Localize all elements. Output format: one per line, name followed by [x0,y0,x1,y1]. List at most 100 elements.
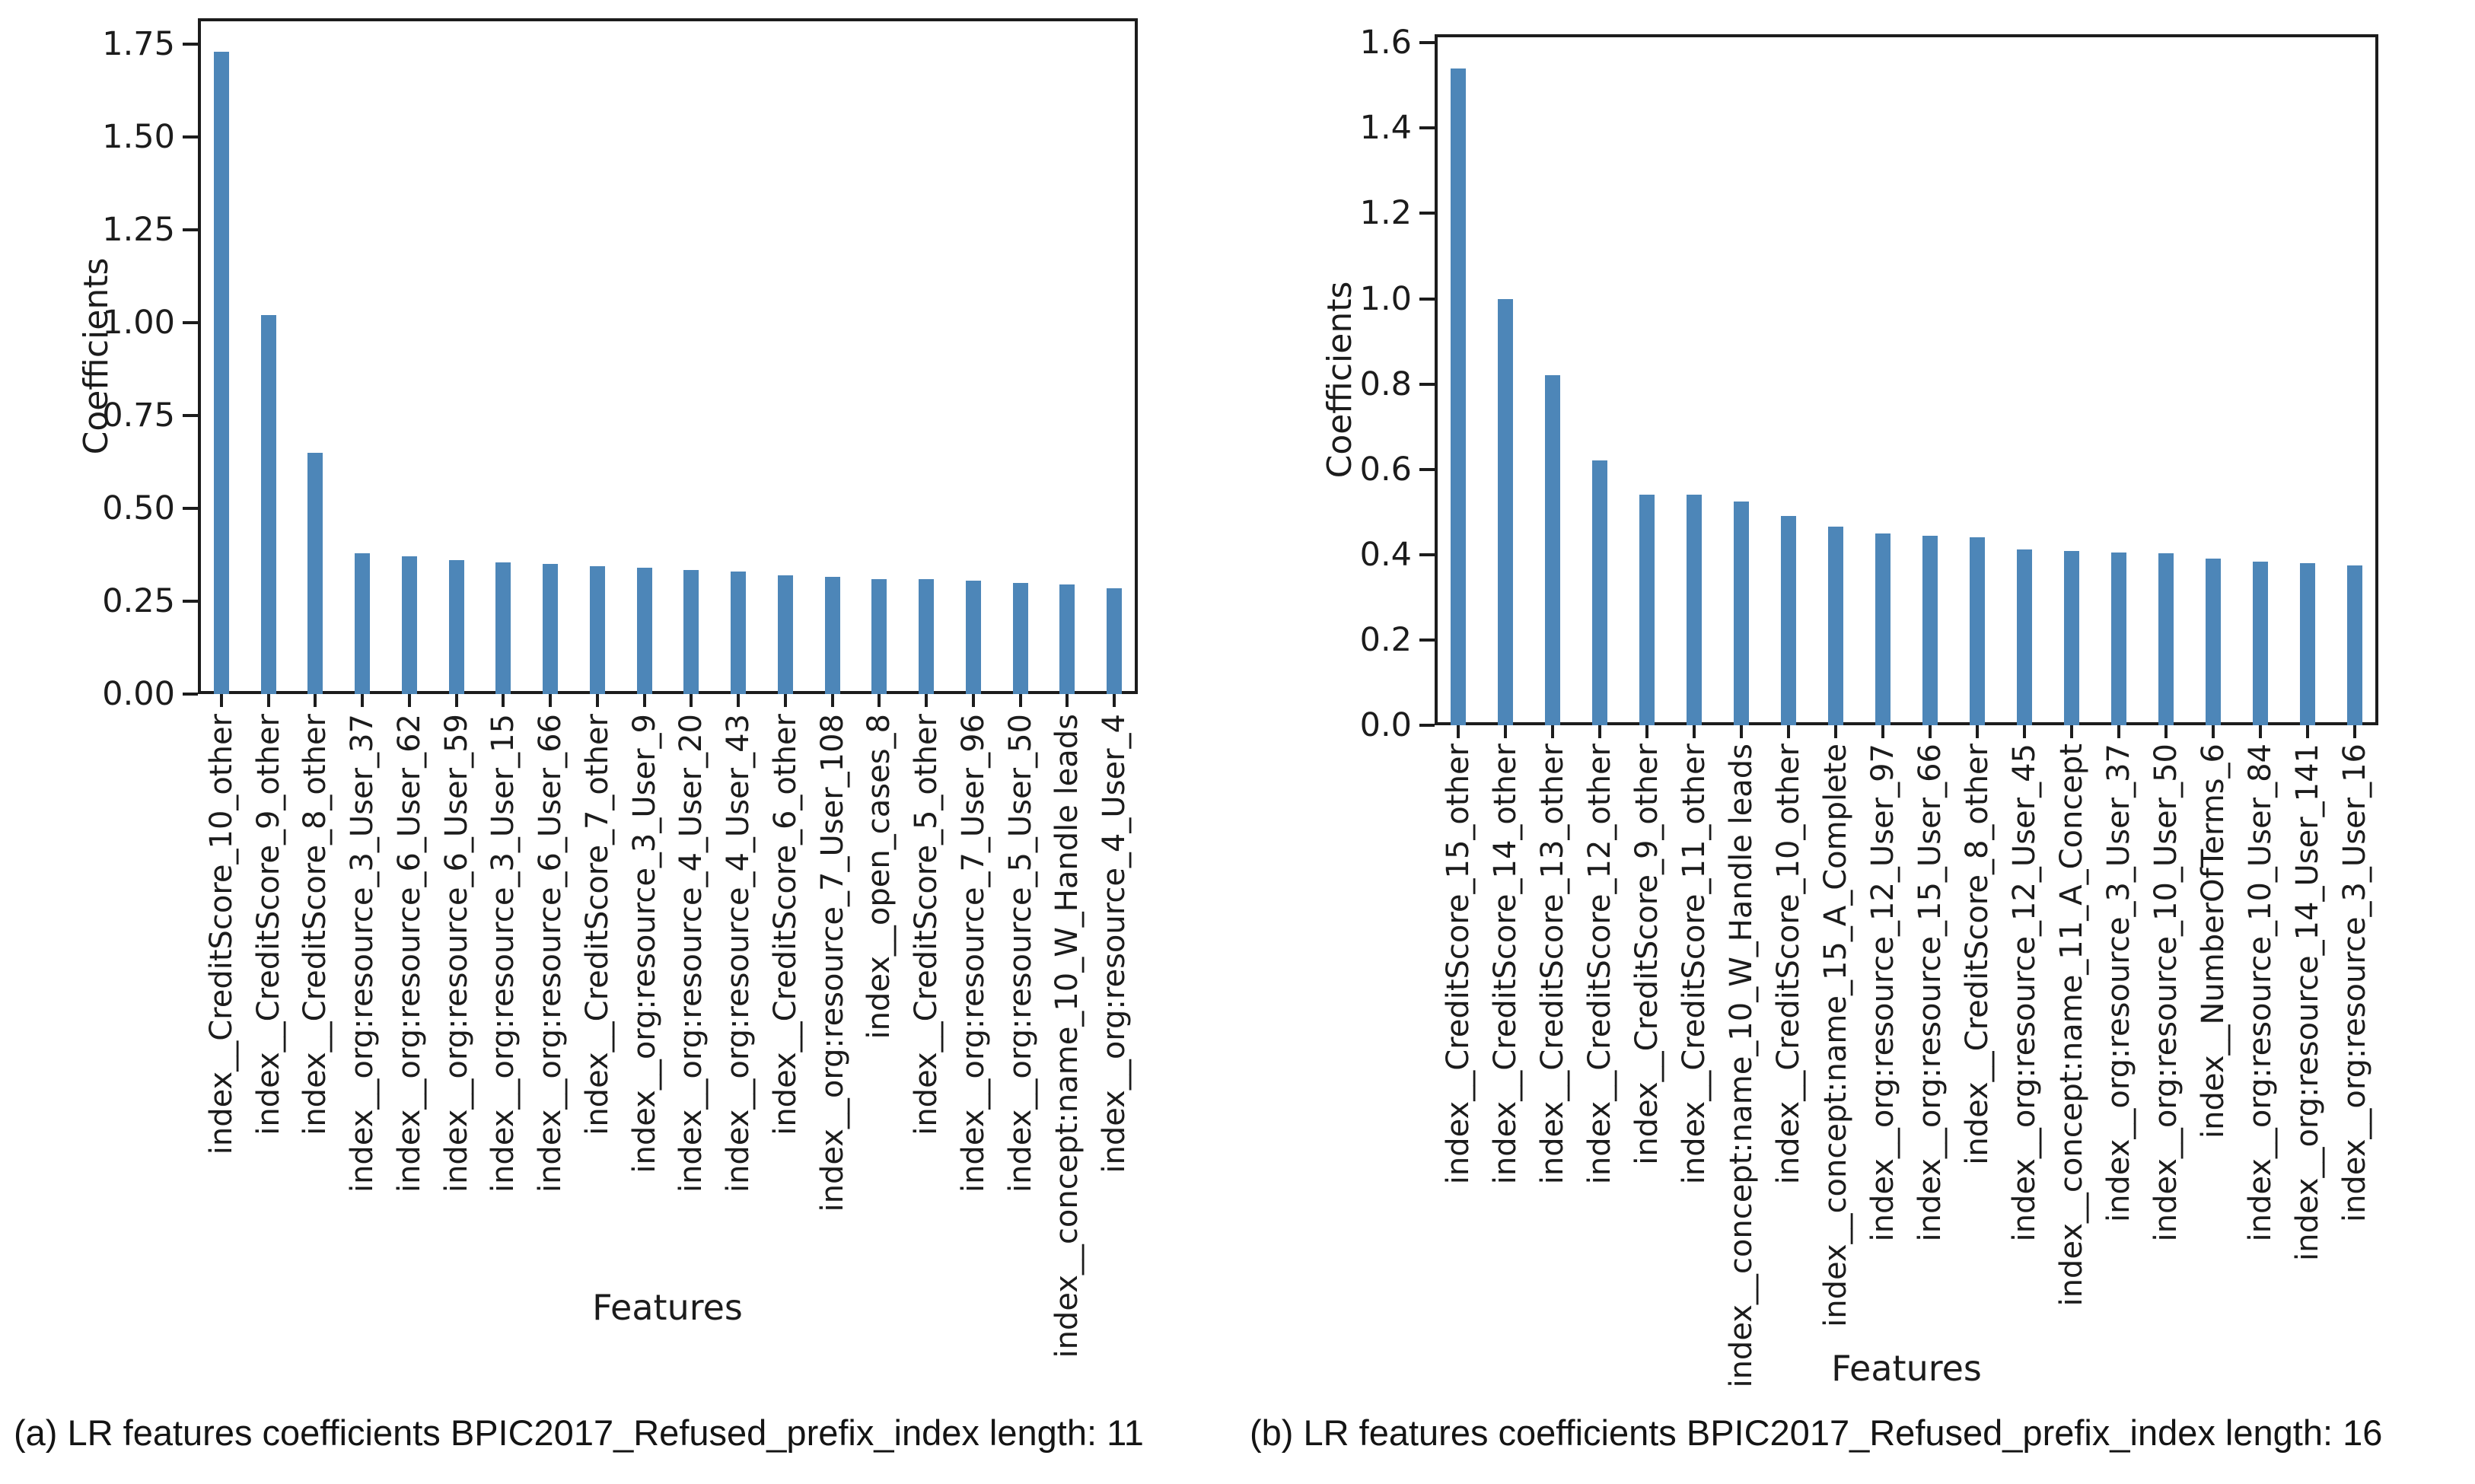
bar-index__org:resource_4_User_43 [731,571,747,694]
x-tick-label: index__org:resource_3_User_37 [345,714,381,1193]
x-tick-mark [502,694,505,707]
x-axis-title-a: Features [592,1287,743,1328]
bar-index__CreditScore_11_other [1687,495,1702,725]
y-tick-label: 1.2 [1359,194,1412,233]
x-tick-label: index__org:resource_5_User_50 [1002,714,1038,1193]
bar-index__org:resource_10_User_50 [2158,553,2174,725]
x-tick-label: index__CreditScore_8_other [298,714,333,1135]
y-tick-mark [183,414,198,418]
y-tick-mark [1419,553,1435,556]
bar-index__org:resource_3_User_37 [2111,553,2126,725]
x-tick-label: index__concept:name_15_A_Complete [1818,744,1853,1327]
x-tick-mark [1976,725,1979,738]
x-tick-mark [2212,725,2215,738]
x-tick-mark [314,694,317,707]
y-tick-label: 1.00 [102,304,175,342]
bar-index__CreditScore_10_other [213,51,229,694]
x-tick-label: index__CreditScore_9_other [250,714,286,1135]
bar-index__org:resource_3_User_15 [495,562,511,694]
bar-index__org:resource_12_User_45 [2017,549,2032,725]
x-tick-mark [1457,725,1460,738]
y-tick-mark [1419,212,1435,215]
x-tick-mark [1787,725,1790,738]
bar-index__concept:name_10_W_Handle leads [1059,584,1075,694]
x-tick-mark [2117,725,2120,738]
bar-index__org:resource_4_User_20 [683,569,699,694]
x-tick-label: index__NumberOfTerms_6 [2196,744,2231,1138]
y-tick-mark [1419,297,1435,301]
bar-index__CreditScore_7_other [589,565,605,694]
x-tick-mark [2023,725,2026,738]
x-tick-label: index__org:resource_3_User_16 [2337,744,2372,1223]
bar-index__CreditScore_5_other [919,578,935,694]
x-tick-mark [878,694,881,707]
x-tick-mark [2164,725,2168,738]
x-tick-label: index__CreditScore_10_other [203,714,239,1155]
y-tick-mark [183,321,198,325]
x-tick-label: index__org:resource_6_User_66 [533,714,569,1193]
x-tick-label: index__CreditScore_7_other [579,714,615,1135]
x-tick-mark [1645,725,1648,738]
y-tick-mark [183,135,198,139]
caption-b: (b) LR features coefficients BPIC2017_Re… [1250,1412,2383,1453]
bar-index__org:resource_15_User_66 [1922,535,1938,725]
y-tick-mark [1419,126,1435,130]
y-tick-label: 0.50 [102,489,175,528]
x-tick-label: index__org:resource_6_User_62 [391,714,427,1193]
bar-index__org:resource_3_User_9 [636,568,652,694]
y-tick-label: 1.25 [102,211,175,250]
bar-index__CreditScore_14_other [1498,298,1513,725]
x-tick-mark [783,694,787,707]
x-tick-label: index__concept:name_10_W_Handle leads [1050,714,1085,1358]
y-tick-label: 0.8 [1359,365,1412,403]
x-tick-mark [2306,725,2309,738]
bar-index__CreditScore_9_other [260,315,276,694]
y-tick-label: 1.75 [102,25,175,64]
y-tick-label: 1.6 [1359,24,1412,62]
x-tick-mark [1929,725,1932,738]
bar-index__concept:name_11_A_Concept [2064,551,2079,725]
x-tick-mark [595,694,599,707]
y-tick-label: 0.25 [102,582,175,621]
x-tick-mark [642,694,646,707]
plot-area-b [1435,34,2378,725]
x-tick-label: index__open_cases_8 [862,714,897,1040]
y-tick-mark [1419,41,1435,45]
y-tick-label: 1.4 [1359,109,1412,148]
y-tick-mark [183,228,198,232]
x-tick-label: index__org:resource_10_User_84 [2243,744,2278,1242]
bar-index__CreditScore_10_other [1781,516,1796,725]
bar-index__org:resource_6_User_66 [543,564,559,694]
y-tick-mark [183,507,198,511]
x-tick-label: index__CreditScore_15_other [1441,744,1476,1185]
x-tick-mark [690,694,693,707]
bar-index__org:resource_5_User_50 [1012,582,1028,694]
x-axis-title-b: Features [1831,1348,1982,1389]
x-tick-mark [219,694,223,707]
bar-index__CreditScore_8_other [1970,537,1985,725]
x-tick-label: index__CreditScore_6_other [767,714,803,1135]
y-tick-mark [183,600,198,603]
x-tick-label: index__org:resource_3_User_37 [2101,744,2136,1223]
x-tick-label: index__org:resource_10_User_50 [2149,744,2184,1242]
bar-index__CreditScore_15_other [1451,68,1466,725]
bar-index__org:resource_6_User_62 [401,556,417,694]
x-tick-label: index__org:resource_7_User_96 [955,714,991,1193]
x-tick-label: index__org:resource_4_User_4 [1097,714,1132,1174]
x-tick-mark [1018,694,1022,707]
x-tick-mark [1740,725,1743,738]
bar-index__CreditScore_12_other [1592,460,1607,725]
x-tick-label: index__CreditScore_14_other [1488,744,1523,1185]
y-tick-label: 0.2 [1359,620,1412,659]
bar-index__org:resource_12_User_97 [1875,533,1890,725]
x-tick-mark [2070,725,2073,738]
x-tick-mark [1551,725,1554,738]
y-tick-mark [1419,724,1435,727]
x-tick-mark [830,694,834,707]
bar-index__org:resource_7_User_108 [824,577,840,694]
x-tick-mark [454,694,458,707]
y-tick-label: 1.0 [1359,279,1412,318]
x-tick-label: index__org:resource_7_User_108 [814,714,850,1212]
bar-index__CreditScore_9_other [1639,495,1655,725]
x-tick-mark [2353,725,2356,738]
